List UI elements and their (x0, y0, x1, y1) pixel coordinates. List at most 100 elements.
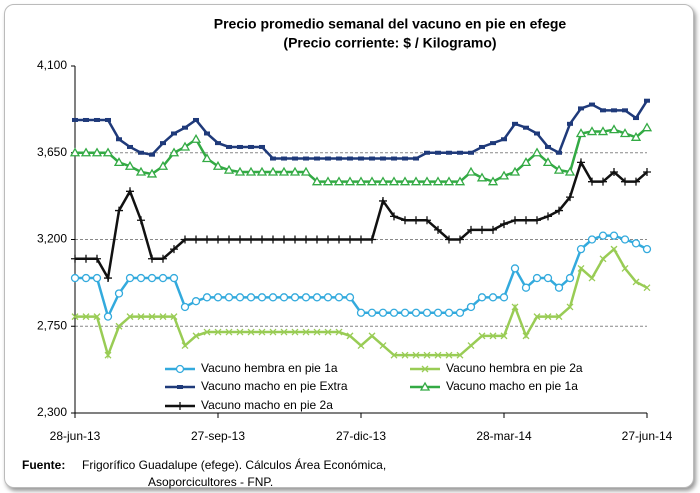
marker (345, 293, 355, 302)
marker (279, 293, 289, 302)
marker (333, 176, 345, 186)
marker (543, 273, 553, 283)
marker (609, 231, 619, 240)
marker (643, 284, 651, 292)
legend-label: Vacuno hembra en pie 1a (201, 361, 338, 375)
marker (235, 293, 245, 302)
marker (115, 206, 123, 215)
marker (380, 156, 386, 161)
marker (608, 124, 620, 134)
marker (335, 235, 343, 244)
marker (621, 264, 629, 272)
marker (424, 150, 430, 155)
marker (267, 166, 279, 176)
marker (259, 144, 265, 149)
marker (610, 245, 618, 253)
marker (270, 156, 276, 161)
marker (510, 264, 520, 273)
marker (521, 283, 531, 292)
marker (641, 122, 653, 132)
marker (619, 128, 631, 138)
marker (545, 144, 551, 149)
marker (444, 308, 454, 317)
marker (138, 150, 144, 155)
marker (599, 255, 607, 263)
marker (170, 313, 178, 321)
marker (434, 225, 442, 234)
marker (246, 293, 256, 302)
marker (443, 176, 455, 186)
marker (366, 176, 378, 186)
marker (598, 231, 608, 240)
marker (500, 332, 508, 340)
marker (644, 98, 650, 103)
marker (116, 137, 122, 142)
legend-label: Vacuno macho en pie 2a (201, 398, 333, 412)
marker (71, 254, 79, 263)
marker (115, 322, 123, 330)
marker (523, 125, 529, 130)
marker (301, 293, 311, 302)
marker (247, 328, 255, 336)
marker (378, 308, 388, 317)
marker (148, 254, 156, 263)
marker (80, 147, 92, 157)
marker (498, 170, 510, 180)
marker (542, 157, 554, 167)
marker (201, 153, 213, 163)
marker (125, 273, 135, 283)
y-tick-label: 2,750 (37, 318, 67, 332)
marker (544, 313, 552, 321)
marker (281, 156, 287, 161)
marker (511, 303, 519, 311)
marker (182, 125, 188, 130)
marker (533, 216, 541, 225)
marker (104, 351, 112, 359)
x-tick-label: 27-jun-14 (622, 429, 673, 443)
marker (325, 156, 331, 161)
marker (446, 150, 452, 155)
marker (258, 328, 266, 336)
marker (512, 121, 518, 126)
marker (237, 144, 243, 149)
marker (269, 235, 277, 244)
marker (204, 131, 210, 136)
marker (213, 293, 223, 302)
marker (413, 156, 419, 161)
marker (158, 273, 168, 283)
marker (347, 156, 353, 161)
marker (280, 235, 288, 244)
marker (92, 273, 102, 283)
marker (234, 166, 246, 176)
marker (193, 117, 199, 122)
marker (511, 216, 519, 225)
marker (223, 164, 235, 174)
marker (457, 150, 463, 155)
marker (91, 147, 103, 157)
marker (146, 168, 158, 178)
marker (520, 157, 532, 167)
marker (357, 235, 365, 244)
marker (555, 206, 563, 215)
marker (102, 147, 114, 157)
marker (401, 351, 409, 359)
marker (599, 177, 607, 186)
marker (402, 156, 408, 161)
marker (434, 351, 442, 359)
marker (631, 239, 641, 248)
marker (487, 176, 499, 186)
marker (421, 176, 433, 186)
marker (256, 166, 268, 176)
x-tick-label: 28-jun-13 (50, 429, 101, 443)
marker (148, 313, 156, 321)
marker (324, 235, 332, 244)
marker (553, 164, 565, 174)
marker (181, 235, 189, 244)
marker (291, 328, 299, 336)
marker (379, 342, 387, 349)
marker (379, 196, 387, 205)
marker (258, 235, 266, 244)
marker (355, 176, 367, 186)
marker (467, 342, 475, 349)
marker (600, 108, 606, 113)
